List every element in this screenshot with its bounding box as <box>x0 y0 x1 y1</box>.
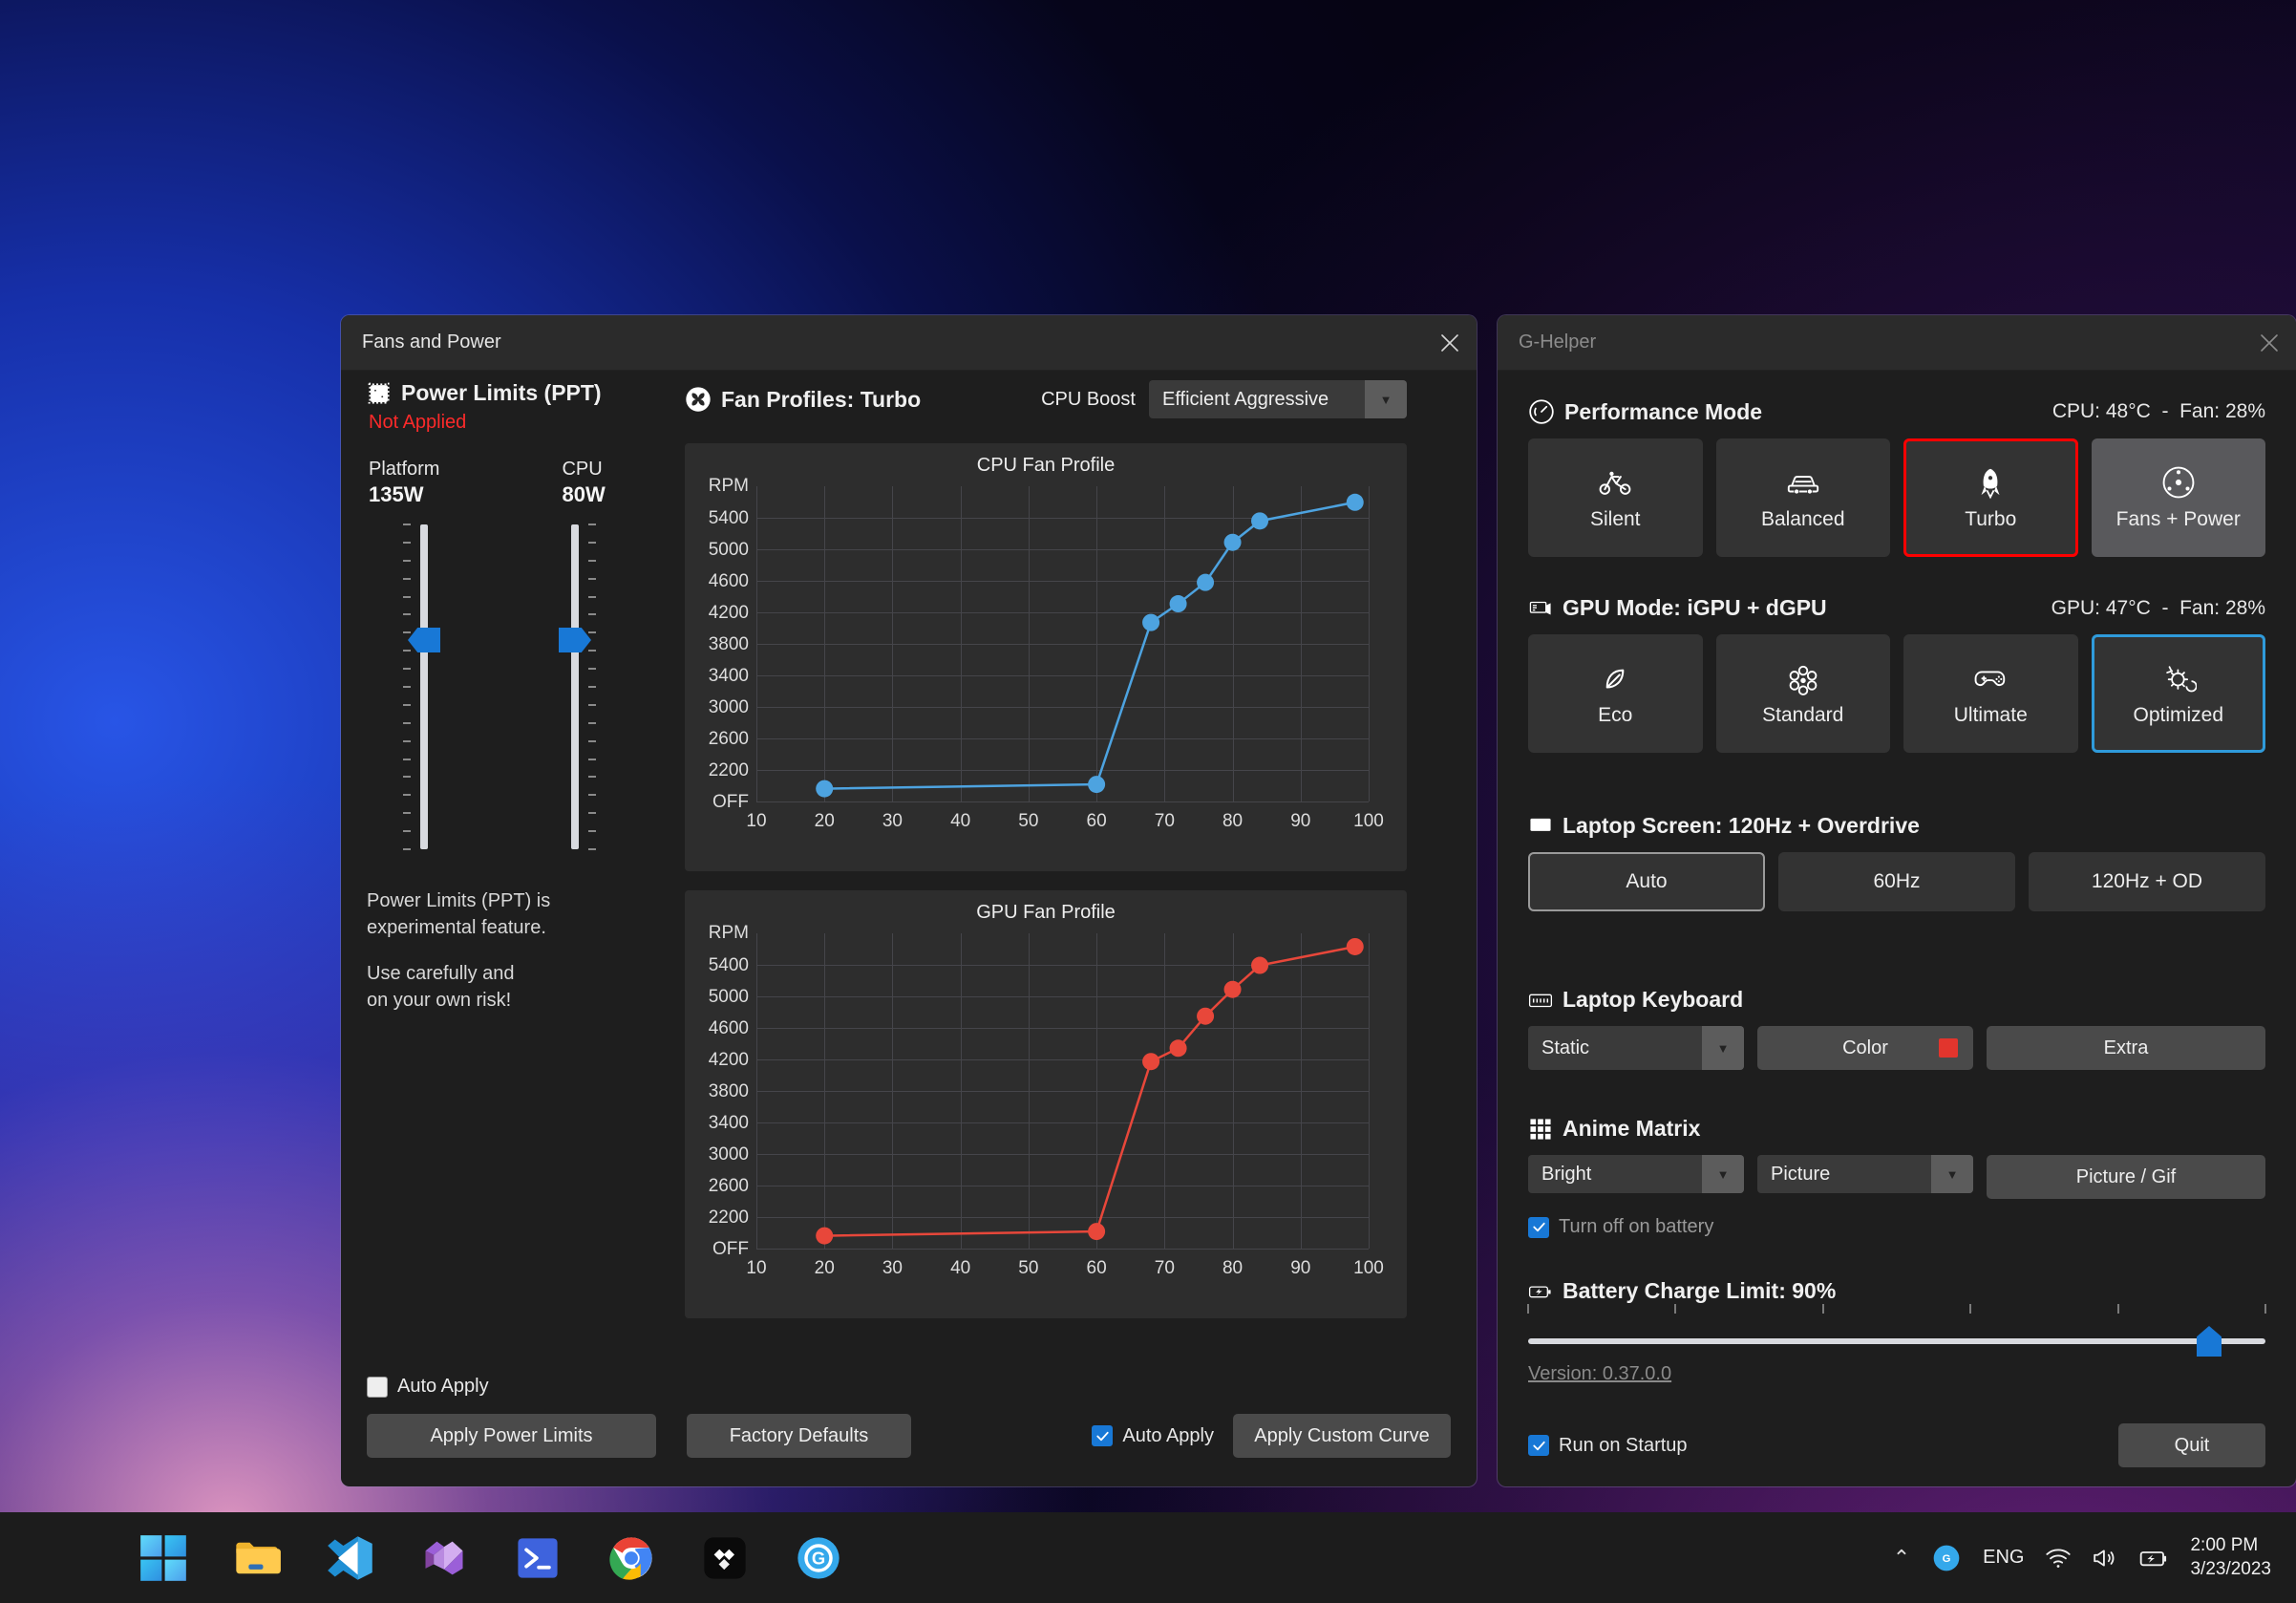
svg-text:G: G <box>812 1548 825 1568</box>
svg-text:G: G <box>1943 1553 1951 1565</box>
